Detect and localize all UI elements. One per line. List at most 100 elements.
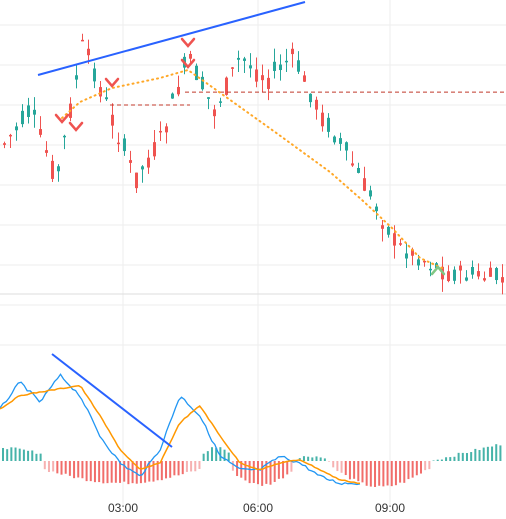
macd-histogram-bar	[135, 461, 138, 484]
macd-histogram-bar	[89, 461, 92, 482]
macd-histogram-bar	[202, 453, 205, 461]
x-tick-label: 09:00	[375, 501, 405, 515]
candle-body	[243, 58, 246, 61]
macd-histogram-bar	[282, 461, 285, 479]
candle-body	[393, 233, 396, 246]
candle-body	[231, 67, 234, 69]
macd-histogram-bar	[102, 461, 105, 484]
macd-histogram-bar	[160, 461, 163, 481]
sell-signal-marker	[68, 121, 84, 132]
macd-histogram-bar	[236, 461, 239, 477]
macd-histogram-bar	[432, 460, 435, 461]
macd-histogram-bar	[436, 459, 439, 461]
x-axis: 03:00 06:00 09:00	[108, 501, 405, 515]
candle-body	[57, 166, 60, 172]
macd-histogram-bar	[31, 450, 34, 461]
sell-signal-marker	[54, 113, 70, 124]
candle-body	[291, 48, 294, 55]
candle-body	[51, 160, 54, 179]
macd-histogram-bar	[10, 447, 13, 461]
macd-histogram-bar	[424, 461, 427, 471]
macd-histogram-bar	[52, 461, 55, 472]
candle-body	[249, 65, 252, 69]
candle-body	[405, 253, 408, 259]
macd-histogram-bar	[382, 461, 385, 487]
macd-histogram-bar	[177, 461, 180, 476]
macd-histogram-bar	[348, 461, 351, 480]
macd-histogram-bar	[465, 453, 468, 461]
macd-histogram-bar	[231, 461, 234, 471]
macd-panel[interactable]	[0, 353, 502, 487]
macd-histogram-bar	[156, 461, 159, 481]
candle-body	[99, 87, 102, 97]
macd-histogram-bar	[323, 458, 326, 461]
macd-histogram-bar	[428, 461, 431, 470]
candle-body	[501, 277, 504, 283]
trendline-price	[37, 1, 306, 76]
candle-body	[117, 142, 120, 145]
candle-body	[459, 265, 462, 271]
macd-histogram-bar	[491, 446, 494, 461]
macd-histogram-bar	[302, 456, 305, 461]
macd-histogram-bar	[198, 461, 201, 469]
candle-body	[345, 142, 348, 151]
macd-histogram-bar	[290, 461, 293, 472]
macd-histogram-bar	[35, 453, 38, 461]
macd-histogram-bar	[374, 461, 377, 487]
macd-histogram-bar	[411, 461, 414, 478]
macd-histogram-bar	[194, 461, 197, 472]
macd-histogram-bar	[407, 461, 410, 480]
macd-histogram-bar	[22, 449, 25, 461]
candle-body	[363, 178, 366, 191]
macd-histogram-bar	[499, 445, 502, 461]
macd-histogram-bar	[269, 461, 272, 485]
macd-histogram-bar	[399, 461, 402, 483]
macd-histogram-bar	[181, 461, 184, 475]
candle-body	[339, 138, 342, 144]
macd-histogram-bar	[139, 461, 142, 484]
macd-histogram-bar	[344, 461, 347, 476]
macd-histogram-bar	[336, 461, 339, 472]
trendline-macd	[51, 353, 173, 448]
macd-histogram-bar	[2, 447, 4, 461]
candle-body	[285, 60, 288, 63]
candle-body	[171, 93, 174, 99]
macd-histogram-bar	[119, 461, 122, 483]
candle-body	[333, 136, 336, 143]
macd-histogram-bar	[315, 456, 318, 461]
candle-body	[327, 117, 330, 132]
price-panel[interactable]	[3, 1, 506, 295]
candle-body	[201, 76, 204, 90]
macd-histogram-bar	[353, 461, 356, 479]
signal-line	[0, 385, 361, 484]
candle-body	[27, 105, 30, 117]
macd-histogram-bar	[85, 461, 88, 482]
candle-body	[33, 109, 36, 115]
macd-histogram-bar	[261, 461, 264, 486]
macd-histogram-bar	[190, 461, 193, 472]
candle-body	[477, 271, 480, 277]
macd-histogram-bar	[106, 461, 109, 484]
candle-body	[303, 75, 306, 82]
macd-histogram-bar	[453, 456, 456, 461]
candle-body	[399, 243, 402, 245]
macd-histogram-bar	[273, 461, 276, 482]
macd-histogram-bar	[365, 461, 368, 486]
macd-histogram-bar	[6, 449, 9, 461]
candle-body	[9, 134, 12, 137]
macd-histogram-bar	[252, 461, 255, 483]
candle-body	[261, 75, 264, 81]
candle-body	[381, 225, 384, 229]
candle-body	[309, 93, 312, 103]
macd-histogram-bar	[206, 451, 209, 461]
buy-signal-marker	[430, 265, 446, 276]
candle-body	[369, 190, 372, 197]
macd-histogram-bar	[152, 461, 155, 482]
candle-body	[489, 267, 492, 277]
candle-body	[411, 249, 414, 256]
macd-histogram-bar	[114, 461, 117, 483]
macd-histogram-bar	[14, 447, 17, 461]
macd-line	[0, 373, 361, 486]
sell-signal-marker	[180, 37, 196, 48]
